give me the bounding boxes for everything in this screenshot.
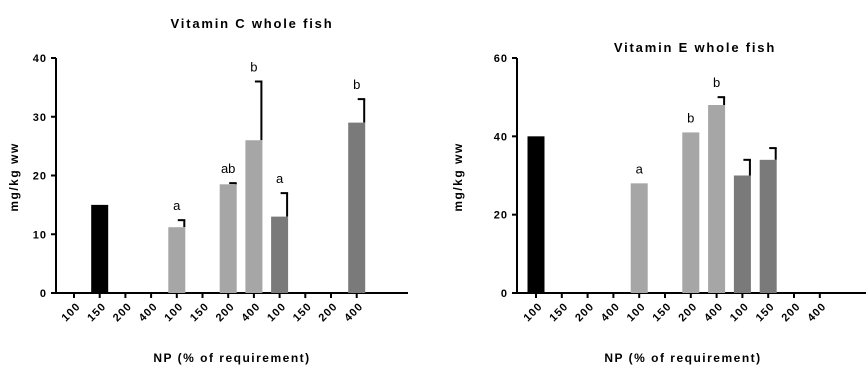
- significance-label: b: [353, 77, 360, 92]
- x-tick-label: 100: [522, 301, 546, 325]
- x-tick-label: 400: [342, 301, 366, 325]
- x-tick-label: 200: [214, 301, 238, 325]
- x-tick-label: 150: [547, 301, 571, 325]
- x-tick-label: 400: [137, 301, 161, 325]
- bar: [245, 140, 262, 293]
- x-tick-label: 100: [728, 301, 752, 325]
- vitamin-c-chart: Vitamin C whole fish mg/kg ww NP (% of r…: [7, 16, 408, 365]
- bar: [348, 123, 365, 293]
- significance-label: b: [250, 60, 257, 75]
- x-tick-label: 200: [780, 301, 804, 325]
- vitamin-e-chart: Vitamin E whole fish mg/kg ww NP (% of r…: [451, 40, 866, 365]
- x-tick-label: 400: [702, 301, 726, 325]
- y-tick-label: 40: [494, 131, 508, 143]
- bar: [220, 184, 237, 293]
- x-tick-label: 100: [265, 301, 289, 325]
- significance-label: b: [713, 75, 720, 90]
- x-tick-label: 200: [111, 301, 135, 325]
- y-tick-label: 40: [33, 53, 47, 65]
- bar: [168, 227, 185, 293]
- significance-label: b: [687, 110, 694, 125]
- bar: [682, 132, 699, 293]
- bar: [91, 205, 108, 293]
- x-axis-label: NP (% of requirement): [153, 351, 310, 365]
- x-tick-label: 100: [162, 301, 186, 325]
- y-tick-label: 10: [33, 229, 47, 241]
- x-tick-label: 400: [805, 301, 829, 325]
- y-tick-label: 30: [33, 112, 47, 124]
- bar: [528, 136, 545, 293]
- bar: [760, 160, 777, 293]
- x-tick-label: 200: [317, 301, 341, 325]
- x-tick-label: 150: [754, 301, 778, 325]
- bar: [734, 176, 751, 294]
- x-tick-label: 200: [676, 301, 700, 325]
- chart-title: Vitamin C whole fish: [171, 16, 334, 31]
- y-tick-label: 20: [494, 210, 508, 222]
- y-axis-label: mg/kg ww: [7, 142, 21, 211]
- y-axis-label: mg/kg ww: [451, 142, 465, 211]
- bar: [631, 183, 648, 293]
- y-tick-label: 0: [501, 288, 508, 300]
- x-tick-label: 150: [85, 301, 109, 325]
- y-tick-label: 0: [40, 288, 47, 300]
- significance-label: ab: [221, 161, 235, 176]
- x-tick-label: 150: [291, 301, 315, 325]
- y-tick-label: 60: [494, 53, 508, 65]
- y-tick-label: 20: [33, 171, 47, 183]
- x-tick-label: 200: [573, 301, 597, 325]
- x-tick-label: 100: [60, 301, 84, 325]
- bar: [708, 105, 725, 293]
- x-tick-label: 400: [599, 301, 623, 325]
- significance-label: a: [276, 171, 284, 186]
- x-tick-label: 150: [651, 301, 675, 325]
- x-tick-label: 150: [188, 301, 212, 325]
- chart-title: Vitamin E whole fish: [614, 40, 776, 55]
- x-tick-label: 400: [239, 301, 263, 325]
- significance-label: a: [636, 161, 644, 176]
- x-axis-label: NP (% of requirement): [604, 351, 761, 365]
- significance-label: a: [173, 198, 181, 213]
- x-tick-label: 100: [625, 301, 649, 325]
- bar: [271, 217, 288, 293]
